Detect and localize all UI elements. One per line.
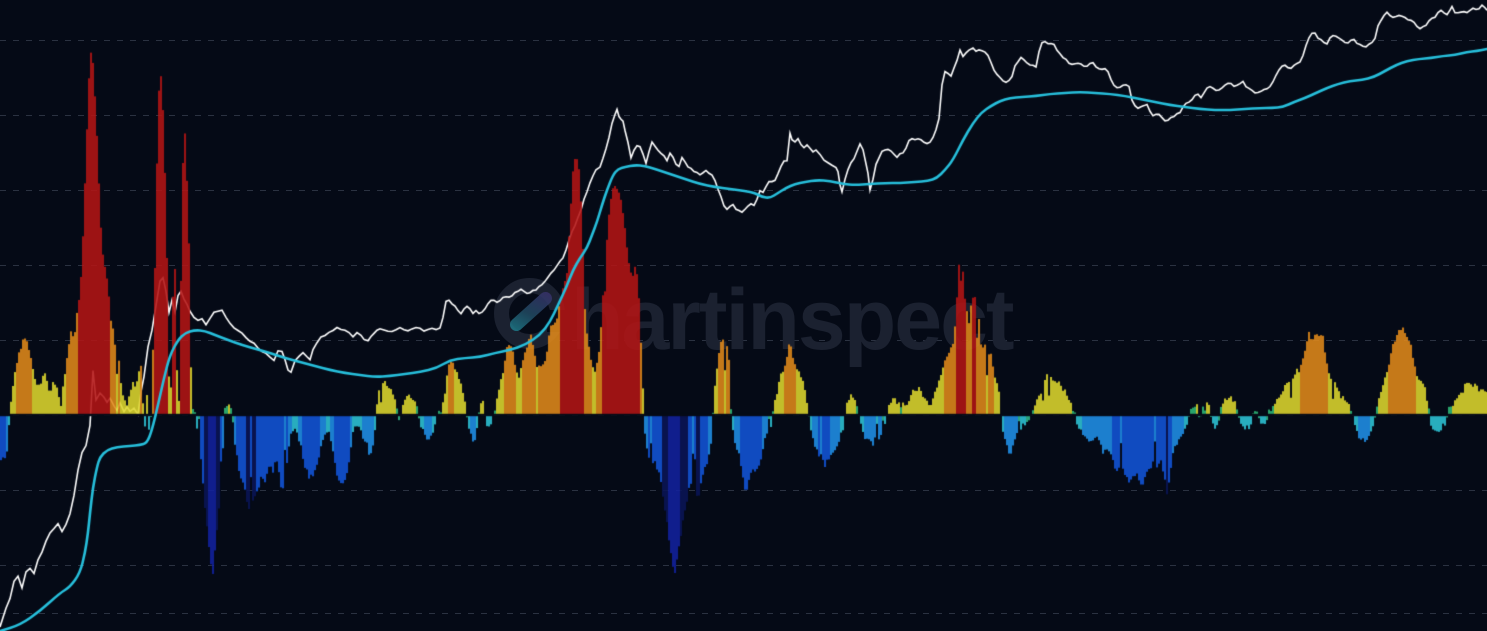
trading-chart-panel: hartinspect bbox=[0, 0, 1487, 631]
price-oscillator-chart-canvas[interactable] bbox=[0, 0, 1487, 631]
